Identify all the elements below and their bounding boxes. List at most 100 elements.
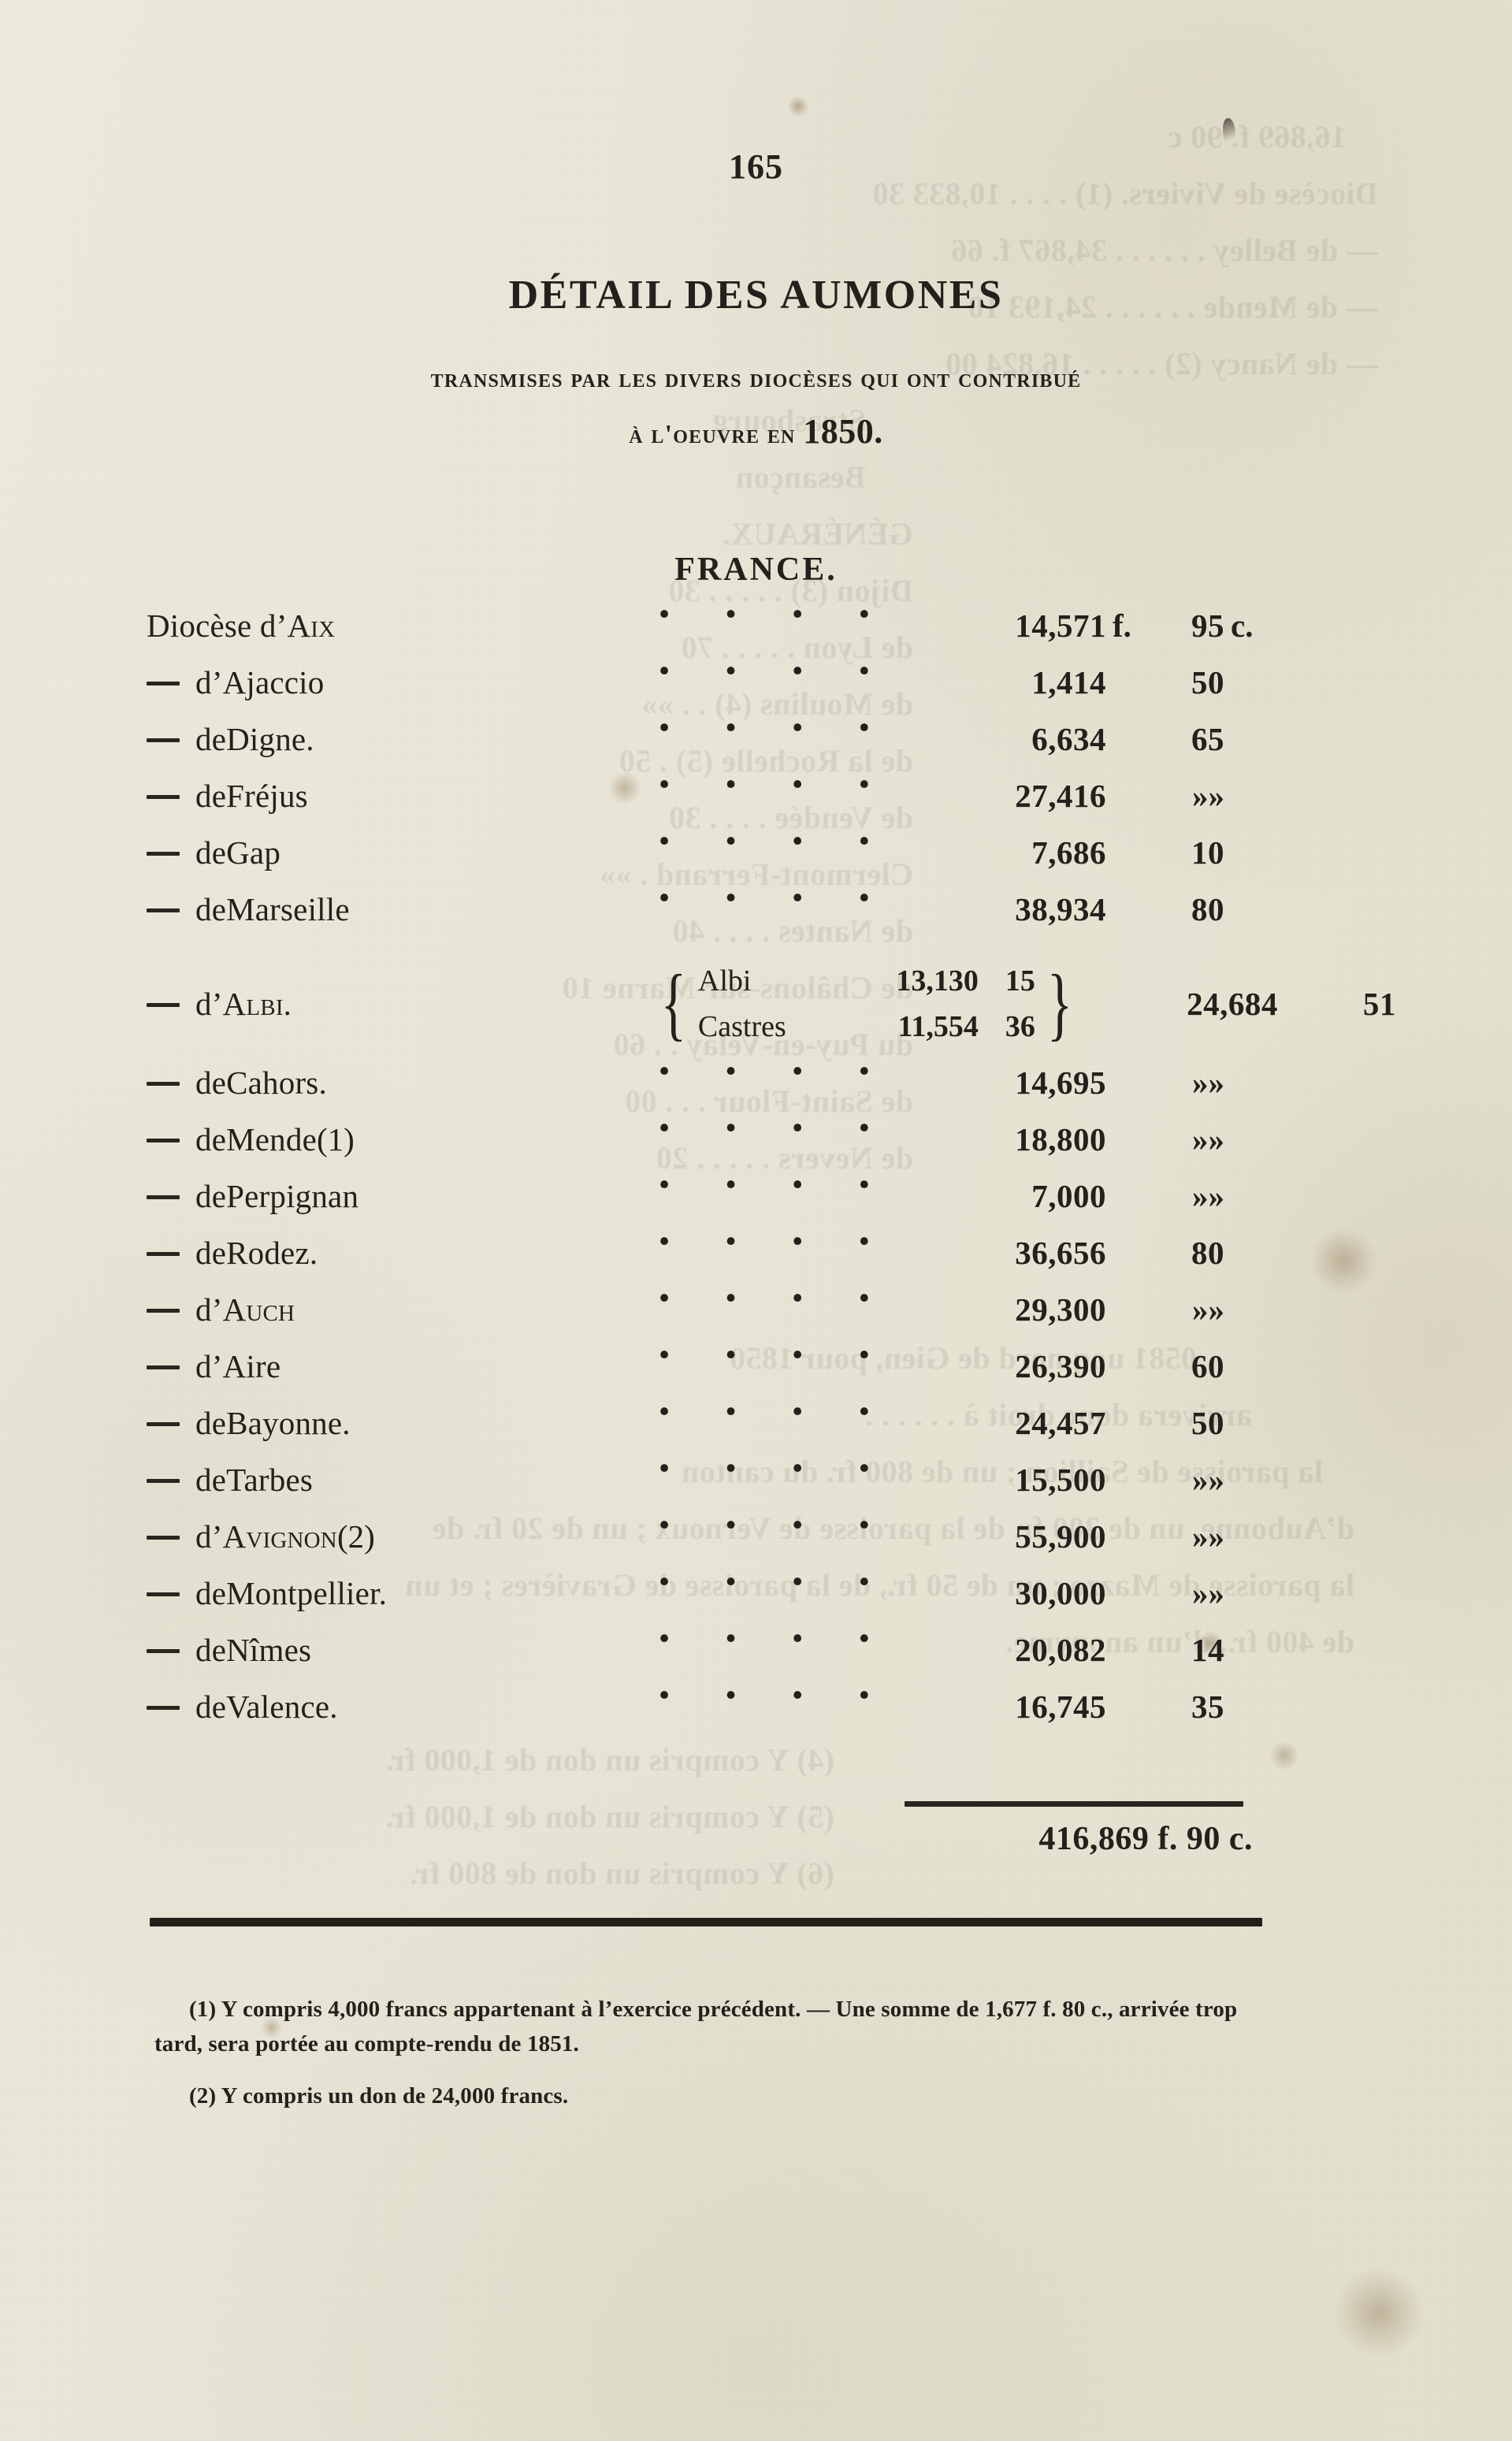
leader-dots: • • • • • • <box>651 1176 893 1202</box>
diocese-name: Aix <box>287 607 336 644</box>
row-label: de Tarbes <box>147 1464 651 1496</box>
ditto-dash-icon <box>147 1706 183 1710</box>
diocese-name: Avignon <box>222 1518 337 1555</box>
amount-centimes: 80 <box>1191 891 1224 927</box>
subtitle-line-2-prefix: à l'oeuvre en <box>629 420 804 449</box>
subtotal-row: Castres 11,554 36 <box>698 1009 1035 1044</box>
table-row: de Fréjus• • • • • •27,416»» <box>147 775 1265 832</box>
row-label: de Cahors. <box>147 1067 651 1099</box>
leader-dots: • • • • • • <box>651 1516 893 1543</box>
row-label: de Perpignan <box>147 1180 651 1213</box>
table-row-grouped: d’ Albi.{Albi 13,130 15 Castres 11,554 36} 24,6… <box>147 946 1395 1062</box>
ditto-dash-icon <box>147 1479 183 1483</box>
diocese-name: Valence. <box>226 1689 338 1725</box>
ditto-dash-icon <box>147 852 183 856</box>
diocese-prefix: d’ <box>195 985 223 1022</box>
amount-centimes: »» <box>1192 1575 1224 1611</box>
table-row: de Montpellier.• • • • • •30,000»» <box>147 1573 1265 1629</box>
page-subtitle: Transmises par les divers diocèses qui o… <box>0 364 1512 451</box>
footnote-marker: (2) <box>336 1518 375 1555</box>
amount-francs: 7,000 <box>1031 1178 1106 1214</box>
subtitle-year: 1850. <box>803 412 883 451</box>
ditto-dash-icon <box>147 1309 183 1313</box>
amount-francs: 55,900 <box>1015 1518 1106 1555</box>
diocese-name: Nîmes <box>226 1632 312 1668</box>
subtitle-line-2: à l'oeuvre en 1850. <box>0 411 1512 451</box>
amount-francs: 14,695 <box>1015 1064 1106 1101</box>
subtitle-line-1: Transmises par les divers diocèses qui o… <box>430 364 1082 393</box>
leader-dots: • • • • • • <box>651 1232 893 1259</box>
leader-dots: • • • • • • <box>651 1629 893 1656</box>
subtotal-group: {Albi 13,130 15 Castres 11,554 36} <box>651 957 1079 1049</box>
table-row: d’Auch• • • • • •29,300»» <box>147 1289 1265 1346</box>
subtotal-lines: Albi 13,130 15 Castres 11,554 36 <box>693 964 1040 1044</box>
ditto-dash-icon <box>147 1252 183 1256</box>
leader-dots: • • • • • • <box>651 889 893 916</box>
amount-centimes: »» <box>1192 1178 1224 1214</box>
diocese-prefix: d’ <box>195 664 223 700</box>
diocese-name: Perpignan <box>226 1178 359 1214</box>
footnotes: (1) Y compris 4,000 francs appartenant à… <box>154 1992 1265 2131</box>
amount-centimes: 51 <box>1362 986 1396 1022</box>
ditto-dash-icon <box>147 1592 183 1596</box>
brace-right-icon: } <box>1046 957 1073 1049</box>
amount-centimes: 14 <box>1191 1632 1224 1668</box>
diocese-name: Marseille <box>226 891 350 927</box>
row-label: de Valence. <box>147 1691 651 1723</box>
ditto-dash-icon <box>147 908 183 912</box>
footnote: (2) Y compris un don de 24,000 francs. <box>189 2083 569 2109</box>
diocese-prefix: de <box>195 1178 227 1214</box>
amount-francs: 24,684 <box>1187 986 1278 1022</box>
unit-centimes: c. <box>1231 607 1254 644</box>
diocese-name: Mende <box>226 1121 317 1157</box>
row-label: de Mende (1) <box>147 1124 651 1156</box>
page-title: DÉTAIL DES AUMONES <box>508 272 1004 318</box>
diocese-prefix: d’ <box>195 1518 223 1555</box>
unit-francs: f. <box>1113 607 1131 644</box>
diocese-prefix: de <box>195 891 227 927</box>
table-row: de Tarbes• • • • • •15,500»» <box>147 1459 1265 1516</box>
diocese-prefix: Diocèse d’ <box>147 607 288 644</box>
row-label: de Gap <box>147 837 651 869</box>
amount-centimes: »» <box>1192 1462 1224 1498</box>
amount-centimes: »» <box>1192 1064 1224 1101</box>
leader-dots: • • • • • • <box>651 1346 893 1373</box>
diocese-prefix: de <box>195 1121 227 1157</box>
amount-francs: 6,634 <box>1031 721 1106 757</box>
amount-francs: 14,571 <box>1015 607 1106 644</box>
row-label: d’ Auch <box>147 1294 651 1326</box>
total-separator-rule <box>905 1801 1243 1807</box>
diocese-prefix: de <box>195 1689 227 1725</box>
row-label: d’ Avignon (2) <box>147 1521 651 1553</box>
diocese-name: Auch <box>222 1291 295 1328</box>
ditto-dash-icon <box>147 738 183 742</box>
diocese-name: Rodez. <box>226 1235 318 1271</box>
ditto-dash-icon <box>147 1365 183 1369</box>
diocese-prefix: de <box>195 1405 227 1441</box>
leader-dots: • • • • • • <box>651 775 893 802</box>
diocese-name: Montpellier. <box>226 1575 388 1611</box>
amount-centimes: 80 <box>1191 1235 1224 1271</box>
diocese-name: Cahors. <box>226 1064 327 1101</box>
diocese-name: Tarbes <box>226 1462 313 1498</box>
diocese-prefix: de <box>195 834 227 871</box>
subtotal-centimes: 15 <box>1005 964 1035 998</box>
leader-dots: • • • • • • <box>651 1686 893 1713</box>
amount-francs: 1,414 <box>1031 664 1106 700</box>
diocese-name: Digne. <box>226 721 314 757</box>
diocese-prefix: de <box>195 1575 227 1611</box>
amount-centimes: 60 <box>1191 1348 1224 1384</box>
row-label: d’ Aire <box>147 1351 651 1383</box>
ditto-dash-icon <box>147 682 183 685</box>
subtotal-name: Albi <box>697 964 752 998</box>
footnote-separator-rule <box>150 1918 1262 1926</box>
grand-total: 416,869 f. 90 c. <box>1038 1821 1253 1857</box>
diocese-prefix: de <box>195 778 227 814</box>
leader-dots: • • • • • • <box>651 719 893 745</box>
